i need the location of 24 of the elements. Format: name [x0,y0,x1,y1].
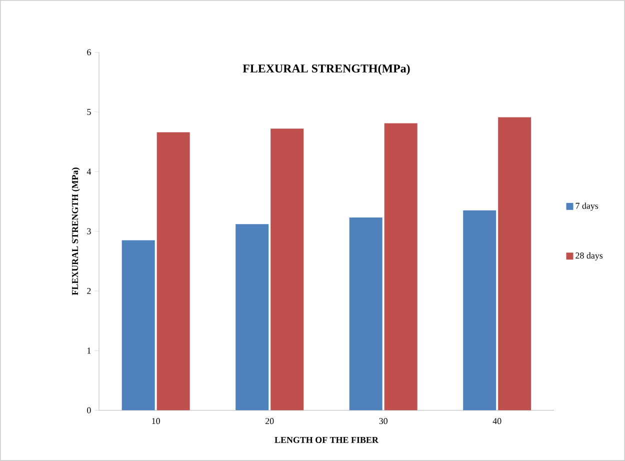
y-tick-label: 0 [87,407,91,414]
bar [463,210,496,410]
x-tick-label: 20 [266,418,274,424]
bar [122,240,155,410]
legend-label: 28 days [576,252,603,260]
bar [349,218,382,410]
bar [498,117,532,410]
y-tick-label: 5 [87,108,91,115]
x-tick-label: 10 [152,418,160,424]
y-tick-label: 3 [87,228,91,234]
bar [236,224,269,410]
y-tick-label: 2 [87,288,91,294]
text: FLEXURAL STRENGTH(MPa) [242,64,410,75]
bar [156,132,190,410]
bar [384,123,418,410]
y-tick-label: 1 [87,348,91,354]
legend-label: 7 days [576,202,598,211]
y-axis-title: FLEXURAL STRENGTH (MPa) [72,168,80,296]
x-tick-label: 30 [379,418,388,424]
x-axis-title: LENGTH OF THE FIBER [274,436,378,443]
x-tick-label: 40 [492,418,502,424]
y-tick-label: 6 [87,49,91,56]
bar [270,128,304,410]
y-tick-label: 4 [86,168,92,175]
